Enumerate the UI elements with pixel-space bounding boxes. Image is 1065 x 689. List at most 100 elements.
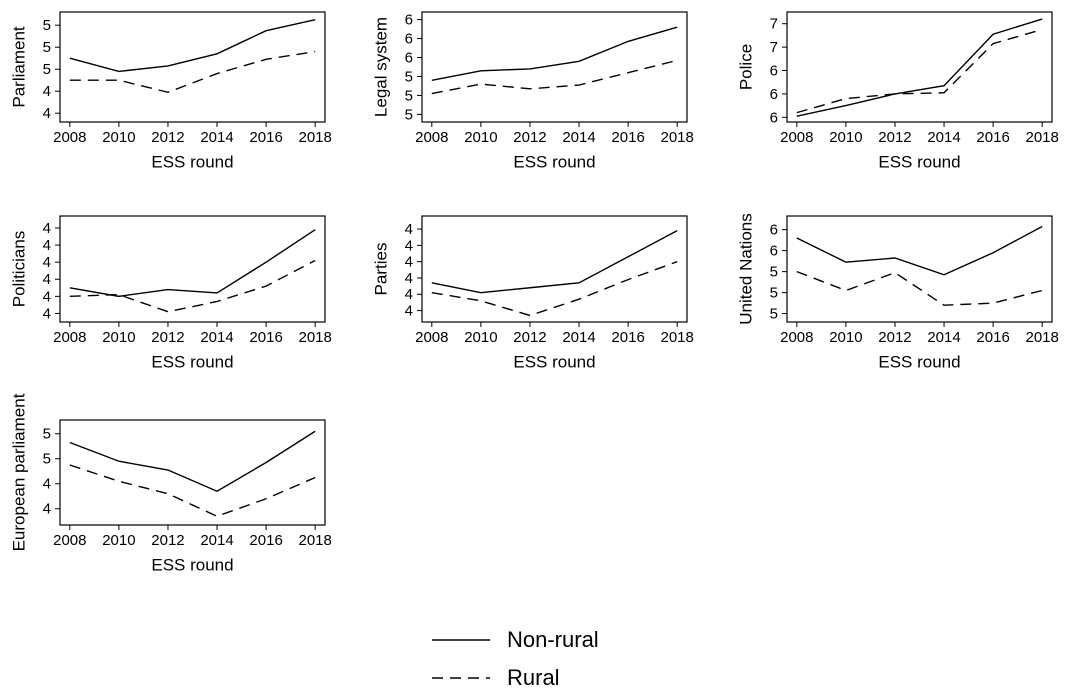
x-tick-label: 2014 [200, 129, 233, 146]
y-tick-label: 5 [405, 87, 413, 104]
x-tick-label: 2014 [927, 329, 960, 346]
x-tick-label: 2012 [151, 329, 184, 346]
x-tick-label: 2018 [1025, 329, 1058, 346]
y-tick-label: 6 [770, 86, 778, 103]
x-tick-label: 2018 [298, 532, 331, 549]
y-tick-label: 5 [43, 426, 51, 443]
x-tick-label: 2008 [780, 329, 813, 346]
y-axis-title: Parties [371, 243, 390, 296]
y-tick-label: 4 [43, 83, 51, 100]
x-tick-label: 2010 [102, 129, 135, 146]
y-tick-label: 4 [43, 271, 51, 288]
x-tick-label: 2010 [464, 129, 497, 146]
y-tick-label: 7 [770, 16, 778, 33]
y-axis-title: Parliament [9, 26, 28, 108]
y-tick-label: 4 [43, 220, 51, 237]
x-tick-label: 2016 [249, 129, 282, 146]
y-axis-title: Police [736, 44, 755, 90]
panel: 5 5 5 6 6 2008 2010 2012 2014 2016 2018 ESS round Un… [736, 213, 1058, 371]
x-tick-label: 2016 [249, 329, 282, 346]
series-line [69, 19, 316, 73]
series-line [431, 26, 678, 81]
y-tick-label: 4 [405, 286, 413, 303]
y-tick-label: 4 [405, 270, 413, 287]
y-tick-label: 4 [43, 237, 51, 254]
series-line [69, 229, 316, 298]
y-tick-label: 5 [770, 264, 778, 281]
y-tick-label: 4 [43, 105, 51, 122]
x-tick-label: 2012 [878, 129, 911, 146]
y-tick-label: 4 [405, 254, 413, 271]
y-tick-label: 6 [770, 62, 778, 79]
x-axis-title: ESS round [151, 352, 233, 371]
y-tick-label: 6 [770, 243, 778, 260]
y-tick-label: 5 [770, 285, 778, 302]
x-tick-label: 2014 [927, 129, 960, 146]
y-tick-label: 4 [43, 254, 51, 271]
x-tick-label: 2008 [53, 532, 86, 549]
y-tick-label: 7 [770, 39, 778, 56]
x-tick-label: 2018 [660, 329, 693, 346]
series-line [431, 230, 678, 294]
panel: 6 6 6 7 7 2008 2010 2012 2014 2016 2018 ESS round Po… [736, 11, 1059, 171]
y-tick-label: 5 [43, 61, 51, 78]
y-tick-label: 4 [43, 476, 51, 493]
y-axis-title: United Nations [736, 213, 755, 325]
series-line [69, 464, 316, 518]
y-tick-label: 5 [770, 306, 778, 323]
x-tick-label: 2018 [1025, 129, 1058, 146]
y-tick-label: 4 [43, 288, 51, 305]
x-tick-label: 2012 [151, 532, 184, 549]
plot-frame [786, 11, 1053, 123]
x-tick-label: 2010 [464, 329, 497, 346]
y-tick-label: 5 [405, 106, 413, 123]
y-tick-label: 4 [405, 303, 413, 320]
plot-frame [59, 419, 326, 526]
legend: Non-rural Rural [432, 627, 599, 689]
x-tick-label: 2010 [102, 532, 135, 549]
y-tick-label: 6 [405, 49, 413, 66]
x-tick-label: 2018 [298, 129, 331, 146]
plot-frame [786, 215, 1053, 323]
x-tick-label: 2014 [562, 129, 595, 146]
x-tick-label: 2010 [829, 329, 862, 346]
x-tick-label: 2014 [200, 329, 233, 346]
x-tick-label: 2008 [415, 329, 448, 346]
series-line [796, 18, 1043, 117]
x-tick-label: 2016 [976, 329, 1009, 346]
x-tick-label: 2016 [976, 129, 1009, 146]
x-tick-label: 2012 [513, 129, 546, 146]
x-tick-label: 2008 [780, 129, 813, 146]
y-tick-label: 6 [405, 31, 413, 48]
x-axis-title: ESS round [878, 152, 960, 171]
x-axis-title: ESS round [513, 152, 595, 171]
panel: 4 4 5 5 2008 2010 2012 2014 2016 2018 ESS round Eur… [9, 393, 331, 574]
series-line [431, 261, 678, 317]
series-line [796, 28, 1043, 114]
x-tick-label: 2008 [53, 329, 86, 346]
y-axis-title: Politicians [9, 231, 28, 308]
plot-frame [59, 11, 326, 123]
x-tick-label: 2012 [878, 329, 911, 346]
x-tick-label: 2016 [611, 129, 644, 146]
x-axis-title: ESS round [878, 352, 960, 371]
series-line [796, 225, 1043, 276]
y-tick-label: 6 [770, 109, 778, 126]
x-tick-label: 2010 [829, 129, 862, 146]
y-tick-label: 4 [43, 501, 51, 518]
y-tick-label: 4 [405, 221, 413, 238]
y-tick-label: 5 [405, 68, 413, 85]
y-tick-label: 4 [405, 237, 413, 254]
legend-label: Non-rural [507, 627, 599, 652]
plot-frame [421, 11, 688, 123]
x-tick-label: 2018 [298, 329, 331, 346]
y-tick-label: 6 [770, 222, 778, 239]
series-line [69, 430, 316, 493]
y-tick-label: 5 [43, 17, 51, 34]
panel: 4 4 5 5 5 2008 2010 2012 2014 2016 2018 ESS round Pa… [9, 11, 332, 171]
